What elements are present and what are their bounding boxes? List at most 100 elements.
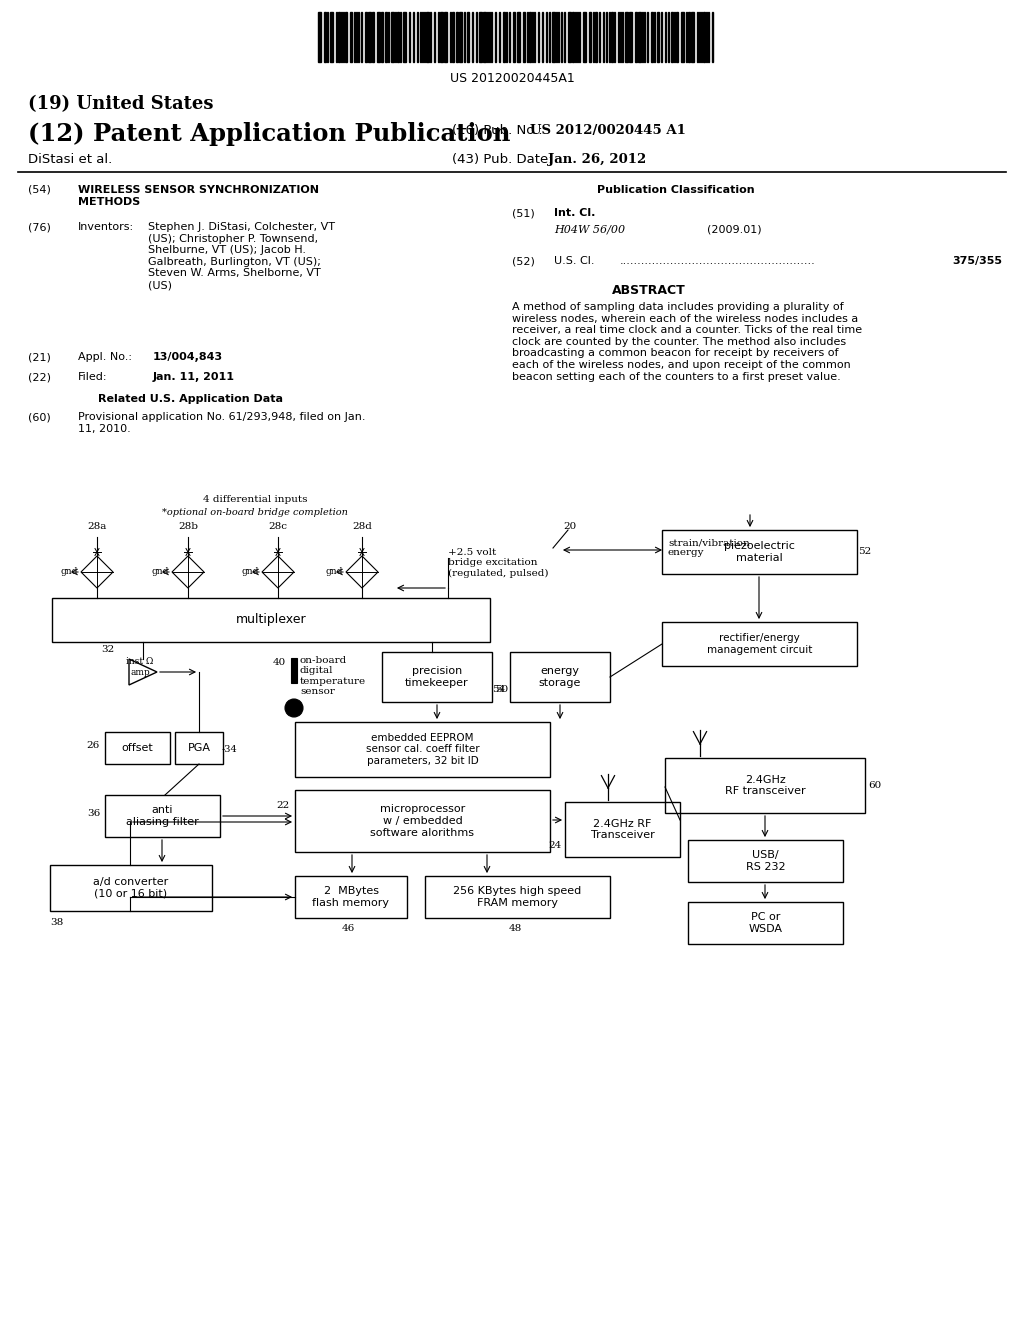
Text: 2.4GHz
RF transceiver: 2.4GHz RF transceiver	[725, 775, 805, 796]
Bar	[295, 722, 550, 777]
Text: H04W 56/00: H04W 56/00	[554, 224, 625, 234]
Bar	[377, 12, 380, 62]
Bar	[688, 840, 843, 882]
Bar	[635, 12, 637, 62]
Bar	[638, 12, 641, 62]
Text: 50: 50	[495, 685, 508, 694]
Text: PC or
WSDA: PC or WSDA	[749, 912, 782, 933]
Text: A method of sampling data includes providing a plurality of
wireless nodes, wher: A method of sampling data includes provi…	[512, 302, 862, 381]
Text: 48: 48	[508, 924, 521, 933]
Bar	[425, 876, 610, 917]
Bar	[330, 12, 333, 62]
Text: (19) United States: (19) United States	[28, 95, 213, 114]
Bar	[372, 12, 374, 62]
Text: (12) Patent Application Publication: (12) Patent Application Publication	[28, 121, 510, 147]
Text: Int. Cl.: Int. Cl.	[554, 209, 595, 218]
Text: +2.5 volt
bridge excitation
(regulated, pulsed): +2.5 volt bridge excitation (regulated, …	[449, 548, 549, 578]
Bar	[681, 12, 684, 62]
Bar	[572, 12, 574, 62]
Bar	[688, 902, 843, 944]
Bar	[397, 12, 399, 62]
Text: *optional on-board bridge completion: *optional on-board bridge completion	[162, 508, 348, 517]
Text: 32: 32	[101, 645, 115, 655]
Bar	[456, 12, 458, 62]
Text: Related U.S. Application Data: Related U.S. Application Data	[98, 393, 283, 404]
Bar	[662, 622, 857, 667]
Bar	[350, 12, 352, 62]
Bar	[611, 12, 613, 62]
Text: a/d converter
(10 or 16 bit): a/d converter (10 or 16 bit)	[93, 878, 169, 899]
Circle shape	[285, 700, 303, 717]
Bar	[589, 12, 591, 62]
Text: 38: 38	[50, 917, 63, 927]
Text: microprocessor
w / embedded
software alorithms: microprocessor w / embedded software alo…	[371, 804, 474, 838]
Bar	[105, 733, 170, 764]
Text: 28c: 28c	[268, 521, 288, 531]
Bar	[703, 12, 705, 62]
Text: energy
storage: energy storage	[539, 667, 582, 688]
Bar	[105, 795, 220, 837]
Text: Publication Classification: Publication Classification	[597, 185, 755, 195]
Text: 13/004,843: 13/004,843	[153, 352, 223, 362]
Text: (60): (60)	[28, 412, 51, 422]
Text: (51): (51)	[512, 209, 535, 218]
Text: gnd: gnd	[60, 566, 78, 576]
Text: (54): (54)	[28, 185, 51, 195]
Bar	[368, 12, 371, 62]
Text: DiStasi et al.: DiStasi et al.	[28, 153, 113, 166]
Text: 24: 24	[549, 841, 562, 850]
Bar	[291, 657, 297, 682]
Bar	[676, 12, 678, 62]
Text: rectifier/energy
management circuit: rectifier/energy management circuit	[707, 634, 812, 655]
Bar	[629, 12, 632, 62]
Text: ABSTRACT: ABSTRACT	[612, 284, 686, 297]
Bar	[625, 12, 628, 62]
Bar	[503, 12, 505, 62]
Bar	[452, 12, 454, 62]
Text: Provisional application No. 61/293,948, filed on Jan.
11, 2010.: Provisional application No. 61/293,948, …	[78, 412, 366, 433]
Text: 28b: 28b	[178, 521, 198, 531]
Text: gnd: gnd	[326, 566, 343, 576]
Bar	[691, 12, 694, 62]
Text: (22): (22)	[28, 372, 51, 381]
Bar	[529, 12, 531, 62]
Bar	[391, 12, 394, 62]
Bar	[513, 12, 515, 62]
Text: 22: 22	[276, 801, 290, 810]
Bar	[565, 803, 680, 857]
Text: 375/355: 375/355	[952, 256, 1002, 267]
Text: PGA: PGA	[187, 743, 211, 752]
Text: inst Ω
amp: inst Ω amp	[126, 657, 154, 677]
Text: U.S. Cl.: U.S. Cl.	[554, 256, 595, 267]
Text: precision
timekeeper: precision timekeeper	[406, 667, 469, 688]
Text: Jan. 11, 2011: Jan. 11, 2011	[153, 372, 234, 381]
Text: strain/vibration
energy: strain/vibration energy	[668, 539, 750, 557]
Bar	[459, 12, 462, 62]
Text: 256 KBytes high speed
FRAM memory: 256 KBytes high speed FRAM memory	[454, 886, 582, 908]
Text: (10) Pub. No.:: (10) Pub. No.:	[452, 124, 543, 137]
Text: piezoelectric
material: piezoelectric material	[724, 541, 795, 562]
Text: 28a: 28a	[87, 521, 106, 531]
Bar	[382, 652, 492, 702]
Bar	[665, 758, 865, 813]
Text: embedded EEPROM
sensor cal. coeff filter
parameters, 32 bit ID: embedded EEPROM sensor cal. coeff filter…	[366, 733, 479, 766]
Text: (76): (76)	[28, 222, 51, 232]
Bar	[568, 12, 571, 62]
Bar	[403, 12, 406, 62]
Bar	[295, 789, 550, 851]
Bar	[688, 12, 690, 62]
Text: anti
aliasing filter: anti aliasing filter	[126, 805, 199, 826]
Text: 28d: 28d	[352, 521, 372, 531]
Text: 20: 20	[563, 521, 577, 531]
Text: 52: 52	[858, 548, 871, 557]
Text: 54: 54	[492, 685, 505, 694]
Bar	[595, 12, 597, 62]
Text: gnd: gnd	[242, 566, 259, 576]
Text: ......................................................: ........................................…	[620, 256, 816, 267]
Text: Inventors:: Inventors:	[78, 222, 134, 232]
Bar	[523, 12, 525, 62]
Bar	[175, 733, 223, 764]
Bar	[365, 12, 367, 62]
Bar	[345, 12, 347, 62]
Bar	[583, 12, 586, 62]
